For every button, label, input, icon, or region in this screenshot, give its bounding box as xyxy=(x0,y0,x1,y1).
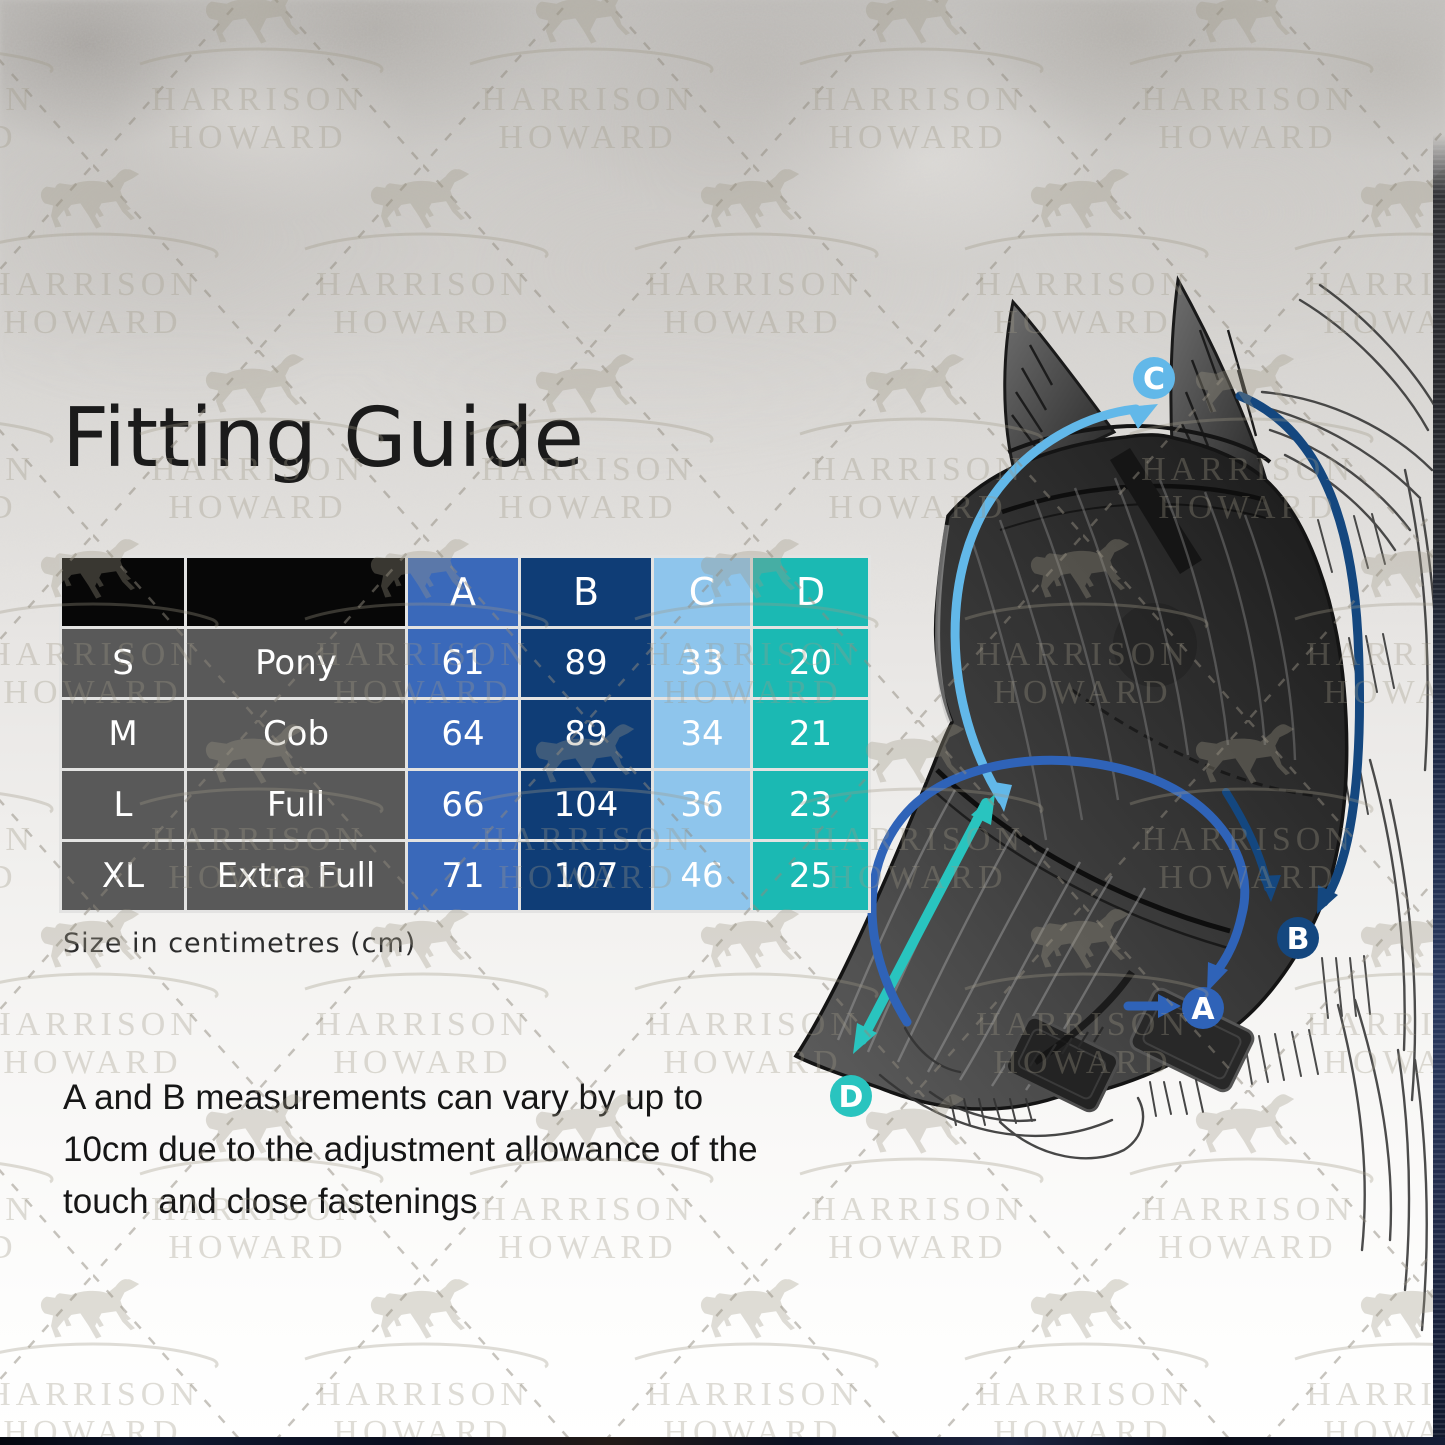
value-a: 61 xyxy=(408,629,518,697)
row-size: L xyxy=(62,771,184,839)
row-fit: Pony xyxy=(187,629,405,697)
value-d: 25 xyxy=(753,842,868,910)
table-corner-cell xyxy=(62,558,184,626)
row-size: XL xyxy=(62,842,184,910)
value-b: 104 xyxy=(521,771,651,839)
row-fit: Extra Full xyxy=(187,842,405,910)
row-fit: Full xyxy=(187,771,405,839)
value-b: 107 xyxy=(521,842,651,910)
value-c: 36 xyxy=(654,771,750,839)
value-c: 33 xyxy=(654,629,750,697)
photo-edge-bottom-strip xyxy=(0,1437,1445,1445)
table-corner-cell xyxy=(187,558,405,626)
unit-note: Size in centimetres (cm) xyxy=(63,928,417,959)
value-d: 23 xyxy=(753,771,868,839)
value-a: 66 xyxy=(408,771,518,839)
page-title: Fitting Guide xyxy=(62,391,584,486)
value-a: 64 xyxy=(408,700,518,768)
col-header-c: C xyxy=(654,558,750,626)
value-a: 71 xyxy=(408,842,518,910)
note-line: 10cm due to the adjustment allowance of … xyxy=(63,1130,758,1169)
value-b: 89 xyxy=(521,629,651,697)
row-size: M xyxy=(62,700,184,768)
value-b: 89 xyxy=(521,700,651,768)
value-c: 46 xyxy=(654,842,750,910)
size-table: A B C D S Pony 61 89 33 20 M Cob 64 89 3… xyxy=(59,555,871,913)
row-fit: Cob xyxy=(187,700,405,768)
photo-edge-right-strip xyxy=(1433,135,1445,1445)
row-size: S xyxy=(62,629,184,697)
note-line: A and B measurements can vary by up to xyxy=(63,1078,704,1117)
background-grain xyxy=(0,0,1445,620)
value-c: 34 xyxy=(654,700,750,768)
note-line: touch and close fastenings xyxy=(63,1182,478,1221)
col-header-b: B xyxy=(521,558,651,626)
col-header-d: D xyxy=(753,558,868,626)
measurement-note: A and B measurements can vary by up to 1… xyxy=(63,1072,758,1228)
value-d: 20 xyxy=(753,629,868,697)
col-header-a: A xyxy=(408,558,518,626)
value-d: 21 xyxy=(753,700,868,768)
